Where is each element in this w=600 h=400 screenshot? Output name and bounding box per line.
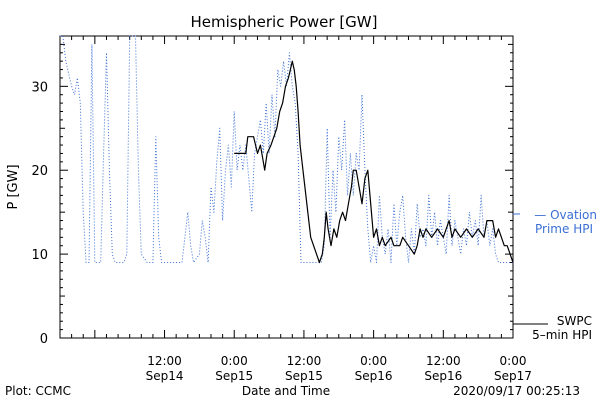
x-tick-time-label: 12:00	[287, 354, 322, 368]
x-axis-label: Date and Time	[242, 384, 330, 398]
x-tick-date-label: Sep15	[285, 369, 323, 383]
footer-timestamp: 2020/09/17 00:25:13	[453, 384, 580, 398]
x-tick-date-label: Sep14	[146, 369, 184, 383]
plot-frame	[59, 35, 514, 339]
x-tick-time-label: 0:00	[360, 354, 387, 368]
footer-plot-credit: Plot: CCMC	[5, 384, 71, 398]
y-tick-label: 20	[31, 164, 48, 179]
x-tick-date-label: Sep15	[215, 369, 253, 383]
x-tick-time-label: 12:00	[426, 354, 461, 368]
legend-swpc-line2: 5–min HPI	[532, 328, 592, 342]
y-axis-label: P [GW]	[6, 164, 21, 209]
x-axis-ticks: 12:00Sep140:00Sep1512:00Sep150:00Sep1612…	[59, 36, 532, 383]
series-swpc-line	[234, 60, 514, 264]
legend-ovation-line1: — Ovation	[534, 208, 597, 222]
y-tick-label: 30	[31, 80, 48, 95]
y-tick-label: 0	[40, 332, 48, 347]
series-ovation-prime-line	[60, 35, 513, 263]
x-tick-date-label: Sep17	[494, 369, 532, 383]
x-tick-date-label: Sep16	[424, 369, 462, 383]
x-tick-time-label: 0:00	[221, 354, 248, 368]
x-tick-time-label: 12:00	[147, 354, 182, 368]
y-axis-ticks: 0 10 20 30	[31, 35, 513, 347]
series-layer	[60, 35, 514, 264]
y-tick-label: 10	[31, 248, 48, 263]
x-tick-date-label: Sep16	[355, 369, 393, 383]
legend-ovation-line2: Prime HPI	[535, 222, 593, 236]
chart-title: Hemispheric Power [GW]	[191, 13, 378, 31]
legend-swpc-line1: SWPC	[557, 314, 592, 328]
x-tick-time-label: 0:00	[500, 354, 527, 368]
